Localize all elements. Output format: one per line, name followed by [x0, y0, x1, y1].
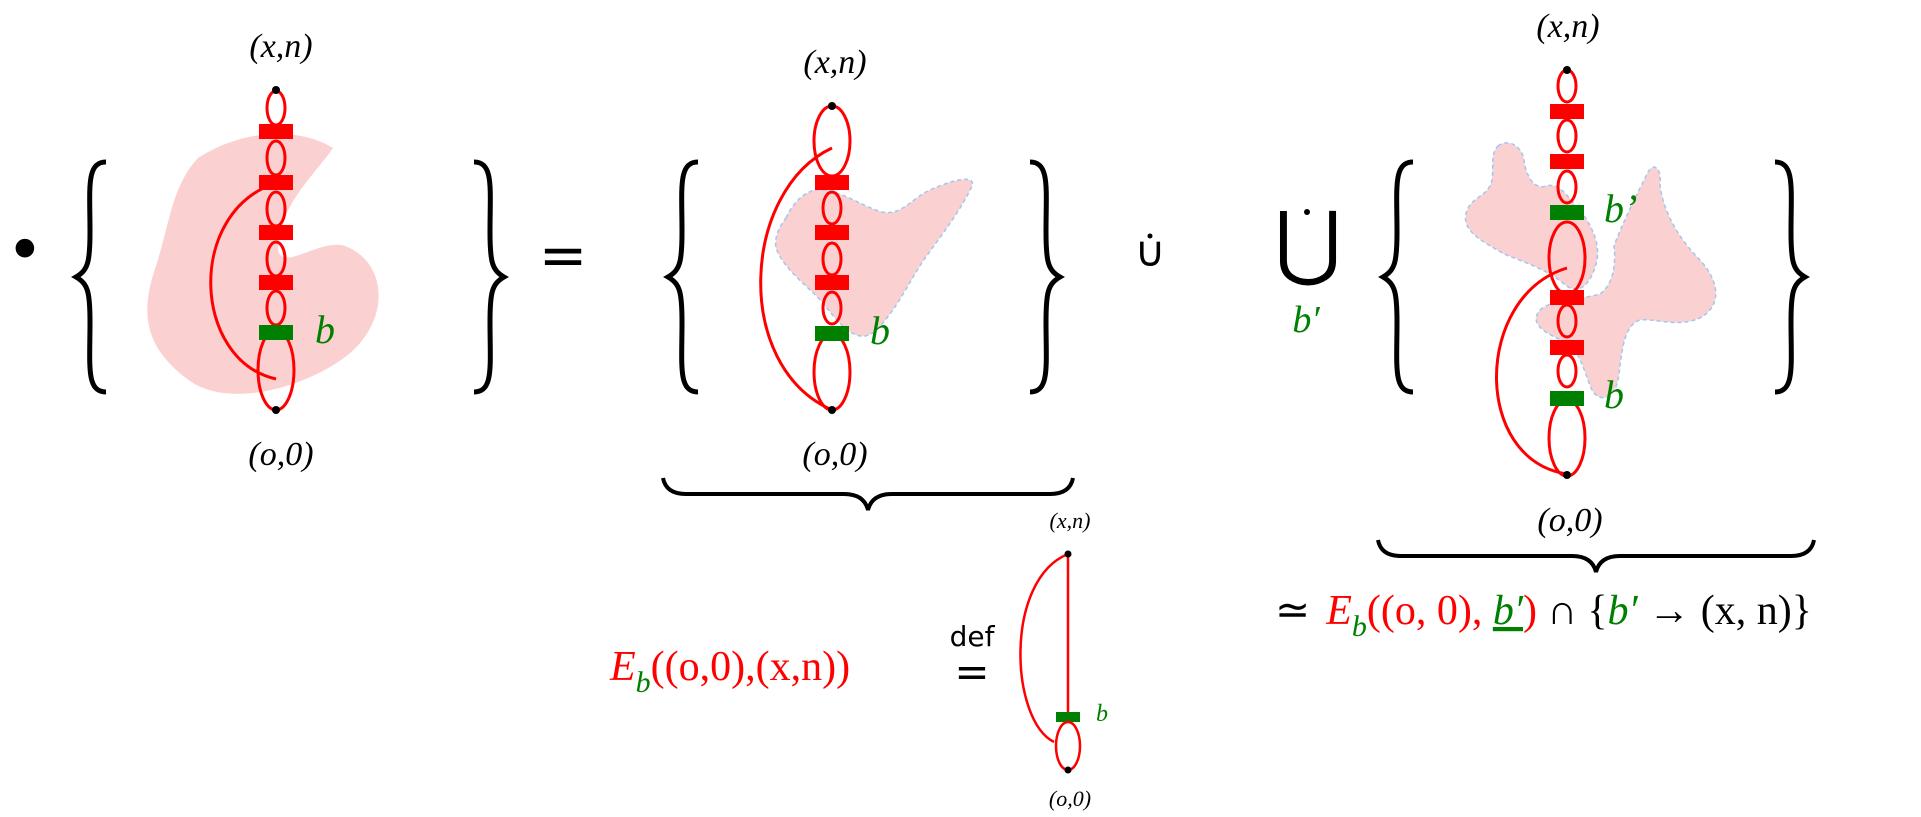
right-bottom-label: (o,0) [1537, 502, 1602, 539]
right-brace-close [1774, 159, 1810, 395]
right-arc [1495, 266, 1568, 476]
left-green-edge-b [259, 325, 293, 340]
small-bottom-vertex [1064, 766, 1072, 774]
bullet: • [6, 214, 44, 288]
disjoint-union-dot [1147, 233, 1153, 239]
left-top-label: (x,n) [249, 28, 312, 65]
iso-formula: ≃ Eb((o, 0), b′) ∩ {b′ → (x, n)} [1275, 588, 1812, 643]
right-brace-open [1378, 159, 1414, 395]
left-brace-close [473, 159, 509, 395]
middle-brace-open [663, 159, 699, 395]
middle-brace-close [1029, 159, 1065, 395]
middle-edge-label-b: b [870, 308, 890, 353]
left-bottom-vertex [272, 406, 280, 414]
middle-top-vertex [828, 102, 836, 110]
big-union-dot [1304, 209, 1310, 215]
right-underbrace [1376, 539, 1816, 573]
left-red-edges [259, 124, 293, 290]
right-green-edge-b [1550, 391, 1584, 406]
middle-term: (x,n) (o,0) b [661, 44, 1075, 511]
middle-bottom-vertex [828, 406, 836, 414]
definition-formula: Eb((o,0),(x,n)) [609, 644, 850, 699]
left-term: • (x,n) (o,0) b [6, 28, 509, 473]
middle-top-label: (x,n) [803, 44, 866, 81]
right-edge-label-b-prime: b’ [1604, 186, 1637, 231]
middle-underbrace [661, 477, 1075, 511]
right-blob-upper [1464, 142, 1599, 290]
small-loop [1054, 720, 1082, 772]
middle-arc [759, 146, 833, 412]
middle-bottom-label: (o,0) [802, 436, 867, 473]
small-top-vertex [1064, 550, 1072, 558]
definition: Eb((o,0),(x,n)) def = (x,n) (o,0) b [609, 508, 1108, 811]
middle-green-edge-b [815, 326, 849, 341]
right-red-edges [1550, 104, 1584, 355]
def-word: def [950, 620, 996, 653]
right-top-vertex [1563, 66, 1571, 74]
left-blob [147, 133, 379, 394]
big-union: ⋃ b′ [1274, 195, 1341, 341]
left-arc [209, 181, 277, 381]
left-top-vertex [272, 86, 280, 94]
small-top-label: (x,n) [1050, 508, 1091, 533]
big-union-index: b′ [1292, 299, 1320, 341]
small-edge-label-b: b [1096, 701, 1108, 727]
iso-formula-text: ≃ Eb((o, 0), b′) ∩ {b′ → (x, n)} [1275, 588, 1812, 643]
left-brace-open [71, 159, 107, 395]
def-equals: = [954, 647, 989, 696]
right-term: (x,n) (o,0) b’ b [1376, 8, 1816, 573]
right-top-label: (x,n) [1536, 8, 1599, 45]
right-edge-label-b: b [1604, 372, 1624, 417]
right-bottom-vertex [1563, 471, 1571, 479]
equals-sign: = [539, 221, 588, 289]
right-green-edge-b-prime [1550, 205, 1584, 220]
small-bottom-label: (o,0) [1049, 786, 1091, 811]
small-green-edge-b [1056, 712, 1080, 722]
left-edge-label-b: b [315, 307, 335, 352]
disjoint-union: ∪ [1135, 227, 1166, 276]
small-arc [1019, 552, 1069, 744]
left-bottom-label: (o,0) [248, 436, 313, 473]
middle-red-edges [815, 175, 849, 290]
small-graph: (x,n) (o,0) b [1019, 508, 1108, 811]
